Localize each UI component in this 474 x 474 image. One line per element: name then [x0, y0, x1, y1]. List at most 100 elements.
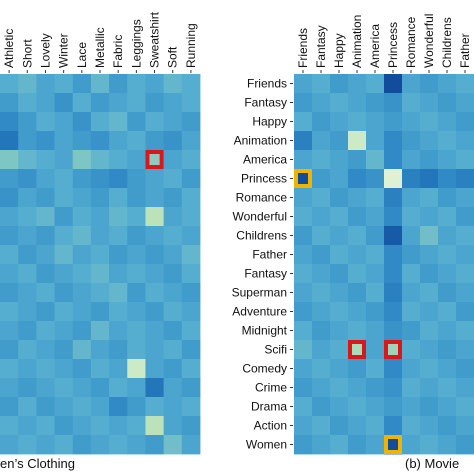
heatmap-cell: [384, 359, 403, 379]
highlight-box: [348, 340, 366, 359]
heatmap-cell: [0, 283, 19, 303]
heatmap-cell: [127, 264, 146, 284]
heatmap-cell: [456, 416, 474, 436]
heatmap-cell: [348, 226, 367, 246]
heatmap-cell: [54, 283, 74, 303]
heatmap-cell: [36, 416, 55, 436]
heatmap-cell: [145, 283, 165, 303]
heatmap-cell: [18, 169, 37, 189]
heatmap-cell: [384, 207, 403, 227]
heatmap-cell: [54, 131, 74, 151]
heatmap-cell: [72, 435, 92, 455]
x-tick-label: Running: [184, 23, 198, 68]
heatmap-cell: [127, 302, 146, 322]
heatmap-cell: [330, 321, 349, 341]
heatmap-cell: [18, 93, 37, 113]
heatmap-cell: [420, 169, 439, 189]
heatmap-cell: [54, 226, 74, 246]
heatmap-cell: [438, 302, 457, 322]
heatmap-cell: [145, 435, 165, 455]
heatmap-cell: [109, 397, 128, 417]
heatmap-cell: [109, 74, 128, 94]
heatmap-cell: [456, 93, 474, 113]
heatmap-cell: [438, 416, 457, 436]
heatmap-cell: [312, 131, 331, 151]
x-tick-label: Princess: [386, 22, 400, 68]
heatmap-cell: [402, 283, 421, 303]
heatmap-cell: [420, 207, 439, 227]
heatmap-cell: [163, 131, 183, 151]
heatmap-cell: [163, 378, 183, 398]
heatmap-cell: [36, 321, 55, 341]
heatmap-cell: [330, 397, 349, 417]
heatmap-cell: [348, 264, 367, 284]
heatmap-cell: [0, 397, 19, 417]
heatmap-cell: [294, 416, 313, 436]
heatmap-cell: [54, 416, 74, 436]
heatmap-cell: [330, 74, 349, 94]
heatmap-cell: [181, 169, 201, 189]
heatmap-cell: [145, 226, 165, 246]
heatmap-cell: [366, 245, 385, 265]
heatmap-cell: [456, 188, 474, 208]
heatmap-cell: [294, 150, 313, 170]
heatmap-cell: [127, 131, 146, 151]
heatmap-cell: [0, 150, 19, 170]
heatmap-cell: [163, 112, 183, 132]
heatmap-cell: [90, 264, 110, 284]
heatmap-cell: [72, 321, 92, 341]
y-tick-label: Fantasy: [244, 267, 287, 281]
heatmap-cell: [18, 112, 37, 132]
heatmap-cell: [456, 302, 474, 322]
heatmap-cell: [348, 340, 367, 360]
heatmap-cell: [420, 283, 439, 303]
heatmap-cell: [90, 245, 110, 265]
heatmap-cell: [420, 340, 439, 360]
heatmap-cell: [127, 321, 146, 341]
heatmap-cell: [384, 435, 403, 455]
heatmap-cell: [312, 150, 331, 170]
heatmap-cell: [456, 226, 474, 246]
heatmap-cell: [109, 150, 128, 170]
heatmap-cell: [163, 302, 183, 322]
heatmap-cell: [456, 245, 474, 265]
heatmap-cell: [127, 188, 146, 208]
heatmap-cell: [366, 416, 385, 436]
heatmap-cell: [127, 340, 146, 360]
heatmap-cell: [163, 93, 183, 113]
heatmap-cell: [181, 359, 201, 379]
heatmap-cell: [438, 74, 457, 94]
heatmap-cell: [438, 283, 457, 303]
heatmap-cell: [0, 378, 19, 398]
y-tick-label: Women: [246, 438, 287, 452]
heatmap-cell: [456, 264, 474, 284]
heatmap-cell: [181, 340, 201, 360]
heatmap-cell: [90, 359, 110, 379]
heatmap-cell: [0, 435, 19, 455]
heatmap-cell: [366, 283, 385, 303]
heatmap-cell: [294, 207, 313, 227]
heatmap-cell: [366, 359, 385, 379]
heatmap-cell: [420, 93, 439, 113]
heatmap-cell: [127, 169, 146, 189]
heatmap-cell: [36, 359, 55, 379]
heatmap-cell: [36, 435, 55, 455]
heatmap-cell: [109, 435, 128, 455]
heatmap-cell: [54, 93, 74, 113]
heatmap-cell: [0, 74, 19, 94]
heatmap-cell: [402, 150, 421, 170]
heatmap-cell: [384, 264, 403, 284]
heatmap-cell: [438, 112, 457, 132]
heatmap-cell: [36, 169, 55, 189]
y-tick-label: Adventure: [232, 305, 287, 319]
heatmap-cell: [330, 188, 349, 208]
heatmap-cell: [145, 207, 165, 227]
heatmap-cell: [18, 207, 37, 227]
heatmap-cell: [127, 378, 146, 398]
heatmap-cell: [0, 245, 19, 265]
heatmap-cell: [402, 93, 421, 113]
heatmap-cell: [312, 340, 331, 360]
heatmap-cell: [348, 302, 367, 322]
y-tick-label: Fantasy: [244, 96, 287, 110]
x-tick-label: Sweatshirt: [148, 11, 162, 68]
